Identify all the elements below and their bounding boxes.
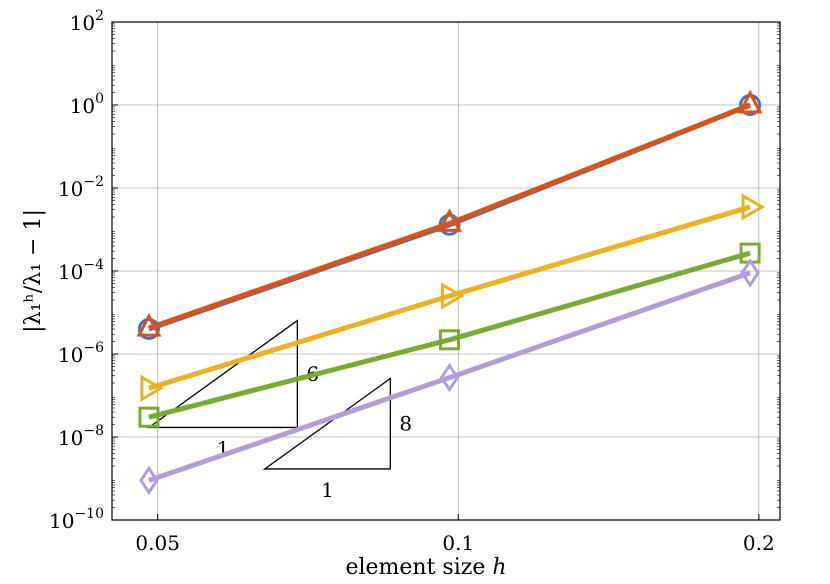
y-tick-label: 10−2: [58, 174, 104, 201]
series-line: [148, 250, 751, 420]
data-point-diamond: [139, 465, 159, 496]
data-point-diamond: [740, 258, 760, 288]
data-series: [136, 89, 766, 496]
y-axis-label: |λ₁ʰ/λ₁ − 1|: [21, 209, 46, 333]
y-tick-label: 102: [70, 8, 104, 35]
x-tick-label: 0.2: [743, 531, 775, 555]
x-axis-label-text: element size: [345, 555, 485, 580]
x-axis-label: element size h: [345, 555, 506, 580]
data-point-triangle-right: [441, 282, 465, 310]
slope-run-label: 1: [321, 478, 334, 502]
data-point-square: [439, 329, 461, 351]
y-tick-label: 10−6: [58, 340, 104, 367]
x-tick-label: 0.05: [135, 531, 180, 555]
y-tick-label: 10−8: [58, 423, 104, 450]
data-point-diamond: [439, 362, 460, 393]
x-tick-label: 0.1: [442, 531, 474, 555]
series-line: [148, 204, 751, 391]
data-point-triangle-right: [741, 193, 766, 221]
y-tick-label: 10−4: [58, 257, 104, 284]
data-point-circle: [137, 318, 160, 341]
slope-rise-label: 8: [399, 412, 412, 436]
slope-triangle: [146, 319, 299, 429]
data-point-triangle-up: [136, 312, 162, 337]
data-point-triangle-up: [437, 208, 462, 232]
axis-ticks: 0.05 0.1 0.2 10−10 10−8 10−6 10−4 10−2 100 102: [49, 8, 780, 555]
slope-triangle: [262, 377, 391, 470]
data-point-triangle-right: [140, 374, 164, 402]
data-point-square: [138, 406, 160, 428]
y-tick-label: 10−10: [49, 506, 104, 533]
series-line: [148, 270, 751, 483]
x-axis-label-var: h: [492, 555, 506, 580]
series-line: [148, 102, 751, 331]
y-tick-label: 100: [70, 91, 104, 118]
data-point-triangle-up: [737, 89, 763, 114]
